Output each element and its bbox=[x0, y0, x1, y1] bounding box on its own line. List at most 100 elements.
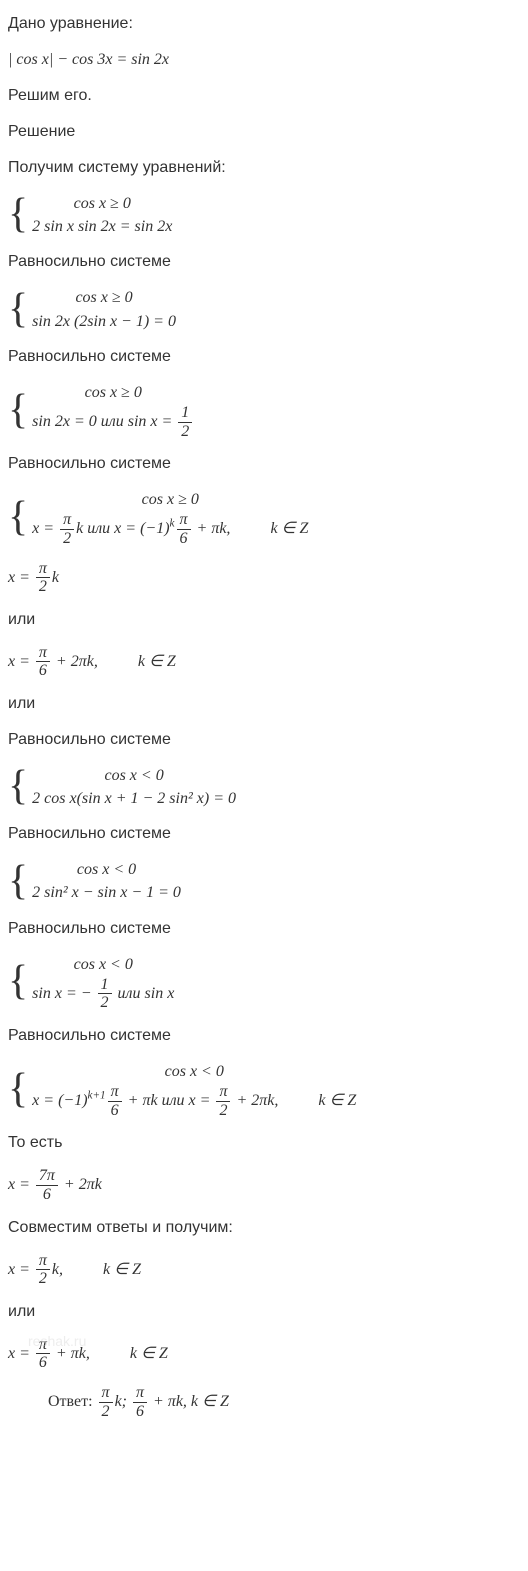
text: x = bbox=[8, 568, 34, 585]
numerator: π bbox=[133, 1384, 147, 1403]
numerator: π bbox=[99, 1384, 113, 1403]
numerator: π bbox=[108, 1083, 122, 1102]
equiv-label: Равносильно системе bbox=[8, 250, 520, 274]
text: x = bbox=[8, 1260, 34, 1277]
system-row: sin x = − 12 или sin x bbox=[32, 976, 174, 1012]
text: k, bbox=[52, 1260, 63, 1277]
system-row: x = π2k или x = (−1)kπ6 + πk,k ∈ Z bbox=[32, 511, 308, 547]
system-row: cos x < 0 bbox=[32, 858, 181, 881]
brace-icon: { bbox=[8, 197, 28, 233]
system-6: { cos x < 0 2 sin² x − sin x − 1 = 0 bbox=[8, 858, 520, 904]
numerator: π bbox=[216, 1083, 230, 1102]
brace-icon: { bbox=[8, 1072, 28, 1108]
get-system-label: Получим систему уравнений: bbox=[8, 156, 520, 180]
system-4: { cos x ≥ 0 x = π2k или x = (−1)kπ6 + πk… bbox=[8, 488, 520, 547]
answer-label: Ответ: bbox=[48, 1393, 97, 1410]
equiv-label: Равносильно системе bbox=[8, 917, 520, 941]
k-in-z: k ∈ Z bbox=[103, 1260, 141, 1277]
text: или sin x bbox=[114, 985, 175, 1002]
denominator: 2 bbox=[60, 530, 74, 548]
system-row: cos x ≥ 0 bbox=[32, 381, 194, 404]
numerator: π bbox=[36, 560, 50, 579]
denominator: 2 bbox=[216, 1102, 230, 1120]
text: sin 2x = 0 или sin x = bbox=[32, 413, 176, 430]
equiv-label: Равносильно системе bbox=[8, 345, 520, 369]
k-in-z: k ∈ Z bbox=[138, 652, 176, 669]
text: x = bbox=[32, 520, 58, 537]
denominator: 6 bbox=[36, 662, 50, 680]
text: k или x = (−1) bbox=[76, 520, 169, 537]
system-row: 2 sin x sin 2x = sin 2x bbox=[32, 215, 172, 238]
system-8: { cos x < 0 x = (−1)k+1π6 + πk или x = π… bbox=[8, 1060, 520, 1119]
or-label: или bbox=[8, 1300, 520, 1324]
system-row: cos x ≥ 0 bbox=[32, 192, 172, 215]
denominator: 6 bbox=[108, 1102, 122, 1120]
equiv-label: Равносильно системе bbox=[8, 452, 520, 476]
brace-icon: { bbox=[8, 393, 28, 429]
equiv-label: Равносильно системе bbox=[8, 822, 520, 846]
or-label: или bbox=[8, 692, 520, 716]
numerator: π bbox=[60, 511, 74, 530]
brace-icon: { bbox=[8, 964, 28, 1000]
given-label: Дано уравнение: bbox=[8, 12, 520, 36]
answer-line: Ответ: π2k; π6 + πk, k ∈ Z bbox=[48, 1384, 520, 1420]
system-row: cos x < 0 bbox=[32, 953, 174, 976]
numerator: 7π bbox=[36, 1167, 58, 1186]
numerator: 1 bbox=[98, 976, 112, 995]
text: + πk, bbox=[193, 520, 231, 537]
solution-label: Решение bbox=[8, 120, 520, 144]
brace-icon: { bbox=[8, 769, 28, 805]
text: x = bbox=[8, 652, 34, 669]
numerator: π bbox=[177, 511, 191, 530]
text: + πk или x = bbox=[124, 1092, 215, 1109]
numerator: π bbox=[36, 1252, 50, 1271]
system-row: cos x < 0 bbox=[32, 764, 236, 787]
equation-line: x = π2k, k ∈ Z bbox=[8, 1252, 520, 1288]
brace-icon: { bbox=[8, 500, 28, 536]
denominator: 6 bbox=[36, 1186, 58, 1204]
denominator: 2 bbox=[178, 423, 192, 441]
system-row: cos x ≥ 0 bbox=[32, 488, 308, 511]
k-in-z: k ∈ Z bbox=[318, 1092, 356, 1109]
system-3: { cos x ≥ 0 sin 2x = 0 или sin x = 12 bbox=[8, 381, 520, 440]
text: + πk, k ∈ Z bbox=[149, 1393, 229, 1410]
superscript: k+1 bbox=[88, 1090, 106, 1102]
denominator: 2 bbox=[99, 1403, 113, 1421]
text: k bbox=[52, 568, 59, 585]
brace-icon: { bbox=[8, 864, 28, 900]
system-7: { cos x < 0 sin x = − 12 или sin x bbox=[8, 953, 520, 1012]
system-5: { cos x < 0 2 cos x(sin x + 1 − 2 sin² x… bbox=[8, 764, 520, 810]
text: + 2πk, bbox=[52, 652, 98, 669]
system-row: cos x < 0 bbox=[32, 1060, 356, 1083]
or-label: или bbox=[8, 608, 520, 632]
numerator: π bbox=[36, 644, 50, 663]
system-2: { cos x ≥ 0 sin 2x (2sin x − 1) = 0 bbox=[8, 286, 520, 332]
equation-line: x = 7π6 + 2πk bbox=[8, 1167, 520, 1203]
k-in-z: k ∈ Z bbox=[270, 520, 308, 537]
denominator: 6 bbox=[133, 1403, 147, 1421]
denominator: 2 bbox=[36, 578, 50, 596]
numerator: 1 bbox=[178, 404, 192, 423]
system-row: cos x ≥ 0 bbox=[32, 286, 176, 309]
superscript: k bbox=[170, 518, 175, 530]
combine-label: Совместим ответы и получим: bbox=[8, 1216, 520, 1240]
brace-icon: { bbox=[8, 292, 28, 328]
system-1: { cos x ≥ 0 2 sin x sin 2x = sin 2x bbox=[8, 192, 520, 238]
text: x = bbox=[8, 1176, 34, 1193]
solve-label: Решим его. bbox=[8, 84, 520, 108]
text: x = (−1) bbox=[32, 1092, 87, 1109]
text: k; bbox=[115, 1393, 131, 1410]
denominator: 2 bbox=[36, 1270, 50, 1288]
equation: | cos x| − cos 3x = sin 2x bbox=[8, 48, 520, 72]
equiv-label: Равносильно системе bbox=[8, 1024, 520, 1048]
text: sin x = − bbox=[32, 985, 95, 1002]
text: + 2πk, bbox=[232, 1092, 278, 1109]
equation-line: x = π6 + 2πk, k ∈ Z bbox=[8, 644, 520, 680]
watermark: reshak.ru bbox=[28, 1331, 86, 1352]
denominator: 2 bbox=[98, 994, 112, 1012]
equiv-label: Равносильно системе bbox=[8, 728, 520, 752]
system-row: sin 2x (2sin x − 1) = 0 bbox=[32, 310, 176, 333]
text: + 2πk bbox=[60, 1176, 102, 1193]
system-row: 2 sin² x − sin x − 1 = 0 bbox=[32, 881, 181, 904]
denominator: 6 bbox=[36, 1354, 50, 1372]
